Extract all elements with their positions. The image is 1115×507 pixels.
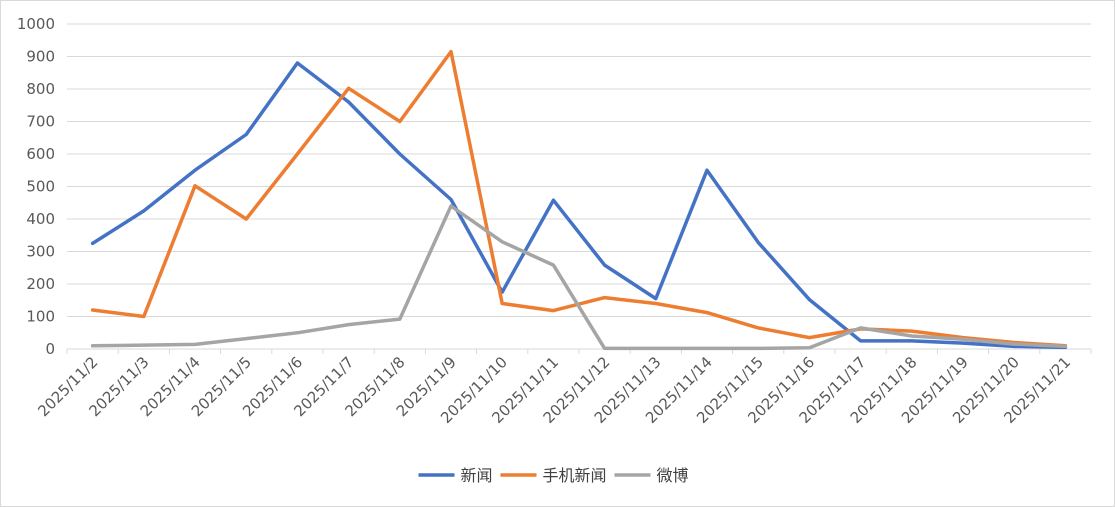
series-line-2 — [90, 204, 1068, 351]
y-tick-label: 800 — [26, 80, 55, 98]
series-lines — [90, 49, 1068, 351]
x-tick-labels: 2025/11/22025/11/32025/11/42025/11/52025… — [34, 353, 1074, 427]
legend-label-0: 新闻 — [461, 466, 493, 485]
legend: 新闻 手机新闻 微博 — [418, 466, 689, 485]
series-line-1 — [90, 49, 1068, 348]
series-line-0 — [90, 61, 1068, 350]
y-tick-label: 400 — [26, 210, 55, 228]
y-tick-labels: 0 100 200 300 400 500 600 700 800 900 1000 — [17, 15, 55, 358]
y-tick-label: 100 — [26, 308, 55, 326]
legend-label-1: 手机新闻 — [543, 466, 607, 485]
y-tick-label: 600 — [26, 145, 55, 163]
y-tick-label: 500 — [26, 178, 55, 196]
y-tick-label: 200 — [26, 275, 55, 293]
y-tick-label: 300 — [26, 243, 55, 261]
y-tick-label: 1000 — [17, 15, 55, 33]
gridlines — [67, 23, 1091, 317]
axes — [66, 348, 1092, 354]
y-tick-label: 0 — [45, 340, 55, 358]
y-tick-label: 700 — [26, 113, 55, 131]
y-tick-label: 900 — [26, 48, 55, 66]
legend-label-2: 微博 — [657, 466, 689, 485]
